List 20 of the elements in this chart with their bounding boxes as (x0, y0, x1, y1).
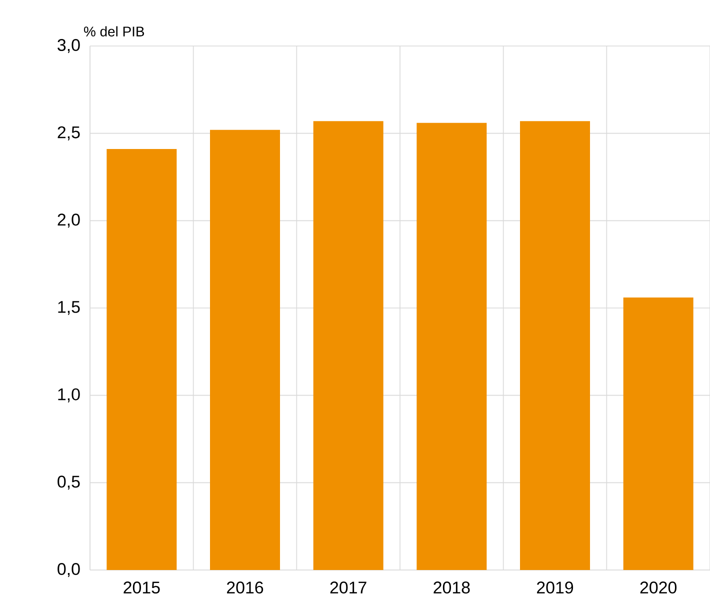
y-tick-label: 3,0 (58, 39, 80, 53)
bar (520, 121, 590, 570)
x-tick-label: 2018 (434, 582, 470, 594)
y-tick-label: 0,5 (58, 476, 80, 490)
y-axis-title: % del PIB (84, 26, 144, 36)
x-tick-label: 2020 (640, 582, 677, 594)
y-tick-label: 2,0 (58, 214, 80, 228)
y-tick-label: 0,0 (58, 563, 80, 577)
y-tick-label: 1,0 (58, 388, 80, 402)
bar (416, 122, 487, 570)
x-tick-label: 2016 (227, 582, 264, 594)
x-tick-label: 2017 (330, 582, 366, 594)
bar (313, 121, 384, 570)
y-tick-label: 1,5 (58, 301, 80, 315)
bar (106, 149, 177, 570)
bar (210, 130, 280, 570)
x-tick-label: 2019 (537, 582, 574, 594)
x-tick-label: 2015 (124, 582, 160, 594)
bar (623, 298, 694, 570)
y-tick-label: 2,5 (58, 126, 80, 140)
